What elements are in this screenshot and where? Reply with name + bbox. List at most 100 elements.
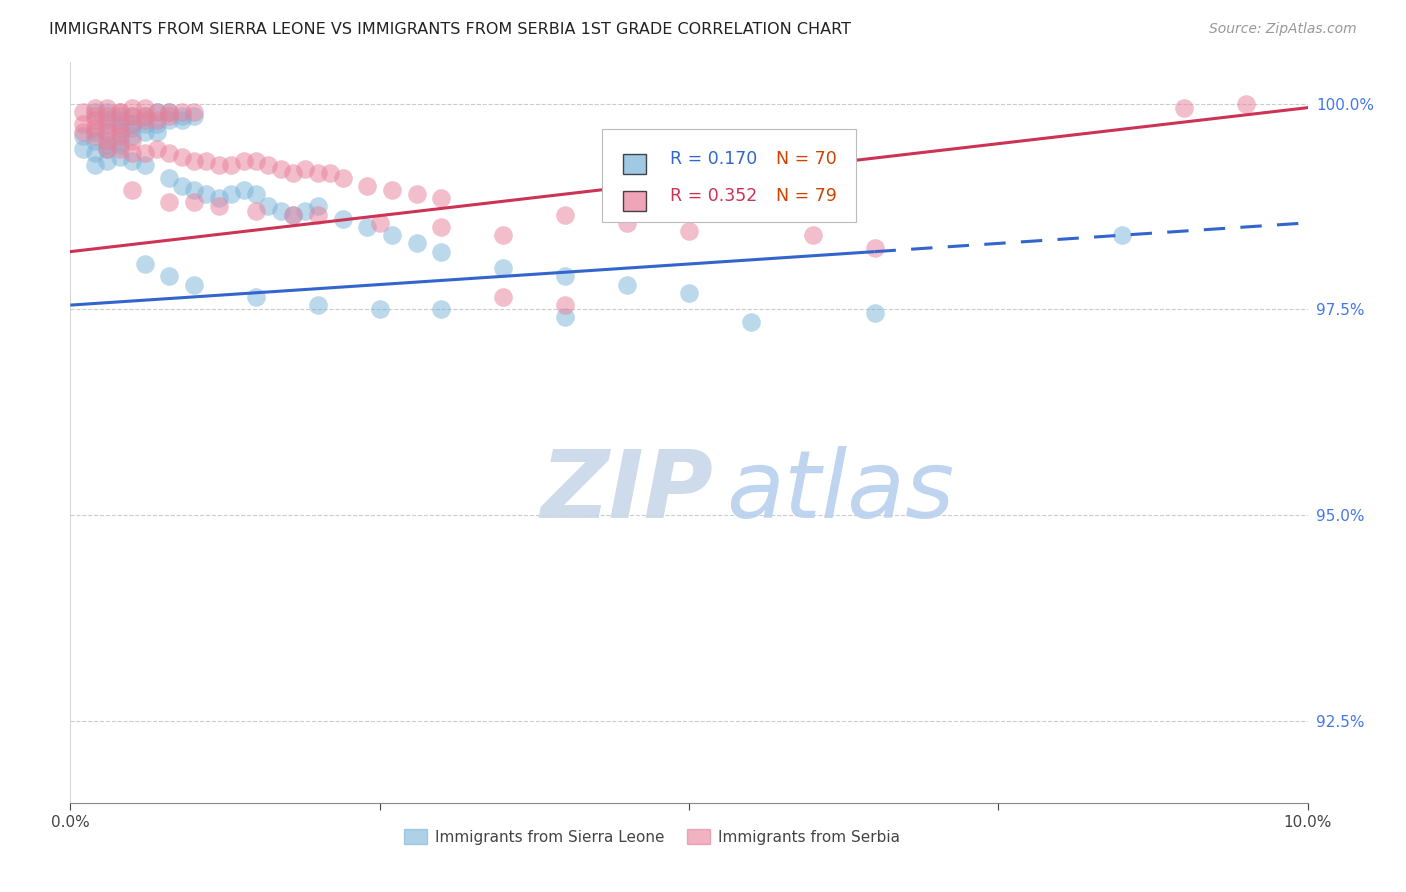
Point (616, 277, 638, 292)
Point (170, 104, 193, 119)
Point (72, 125, 94, 139)
Point (257, 199, 280, 213)
Point (96, 109, 118, 123)
Point (381, 228, 404, 243)
Point (96, 154, 118, 169)
Point (554, 310, 576, 325)
Point (108, 137, 131, 152)
Point (108, 134, 131, 148)
Point (96, 101, 118, 115)
Point (157, 109, 180, 123)
Point (492, 290, 515, 304)
Point (146, 113, 169, 128)
Text: Source: ZipAtlas.com: Source: ZipAtlas.com (1209, 22, 1357, 37)
Point (84, 121, 107, 136)
Legend: Immigrants from Sierra Leone, Immigrants from Serbia: Immigrants from Sierra Leone, Immigrants… (398, 822, 905, 851)
Point (430, 219, 453, 234)
Point (121, 145, 143, 160)
Point (96, 137, 118, 152)
Point (134, 257, 156, 271)
Point (170, 113, 193, 128)
Point (245, 203, 267, 218)
Point (146, 104, 169, 119)
Point (108, 125, 131, 139)
Point (108, 104, 131, 119)
Point (405, 236, 427, 251)
Text: R = 0.352: R = 0.352 (671, 186, 758, 204)
Point (405, 187, 427, 202)
Point (96, 113, 118, 128)
Point (96, 142, 118, 156)
Point (208, 199, 231, 213)
Point (281, 166, 304, 180)
Point (84, 145, 107, 160)
Point (146, 117, 169, 131)
Point (307, 208, 329, 222)
Point (195, 154, 218, 169)
Point (294, 203, 316, 218)
Point (307, 166, 329, 180)
Point (157, 145, 180, 160)
Point (72, 129, 94, 144)
Point (678, 224, 700, 238)
Point (134, 117, 156, 131)
Point (381, 183, 404, 197)
Point (84, 101, 107, 115)
Point (554, 208, 576, 222)
Point (332, 211, 354, 226)
Point (170, 150, 193, 164)
Point (294, 162, 316, 177)
Point (183, 154, 205, 169)
Point (430, 191, 453, 205)
Point (134, 101, 156, 115)
Point (157, 104, 180, 119)
Point (208, 158, 231, 172)
Point (863, 240, 886, 254)
Point (121, 129, 143, 144)
Point (72, 104, 94, 119)
Point (96, 104, 118, 119)
Point (121, 109, 143, 123)
Point (146, 104, 169, 119)
Point (84, 125, 107, 139)
Point (157, 195, 180, 210)
Point (232, 154, 254, 169)
Text: ZIP: ZIP (540, 446, 713, 538)
Point (183, 277, 205, 292)
Point (121, 134, 143, 148)
Text: R = 0.170: R = 0.170 (671, 150, 758, 168)
Point (1234, 96, 1257, 111)
Point (134, 145, 156, 160)
Point (108, 150, 131, 164)
Point (108, 121, 131, 136)
Text: N = 70: N = 70 (776, 150, 837, 168)
Point (134, 109, 156, 123)
Point (121, 109, 143, 123)
Point (157, 113, 180, 128)
Point (134, 125, 156, 139)
Point (245, 187, 267, 202)
Point (121, 154, 143, 169)
Point (121, 117, 143, 131)
Point (270, 203, 292, 218)
Point (245, 154, 267, 169)
Point (281, 208, 304, 222)
Point (84, 134, 107, 148)
Point (616, 216, 638, 230)
Point (121, 117, 143, 131)
Point (72, 117, 94, 131)
Point (84, 104, 107, 119)
Point (430, 302, 453, 317)
Point (134, 113, 156, 128)
Point (430, 244, 453, 259)
Point (307, 298, 329, 312)
Point (96, 125, 118, 139)
Point (121, 121, 143, 136)
Point (84, 129, 107, 144)
Point (146, 142, 169, 156)
Point (84, 158, 107, 172)
FancyBboxPatch shape (602, 129, 856, 221)
Point (121, 183, 143, 197)
Point (319, 166, 342, 180)
Point (134, 158, 156, 172)
